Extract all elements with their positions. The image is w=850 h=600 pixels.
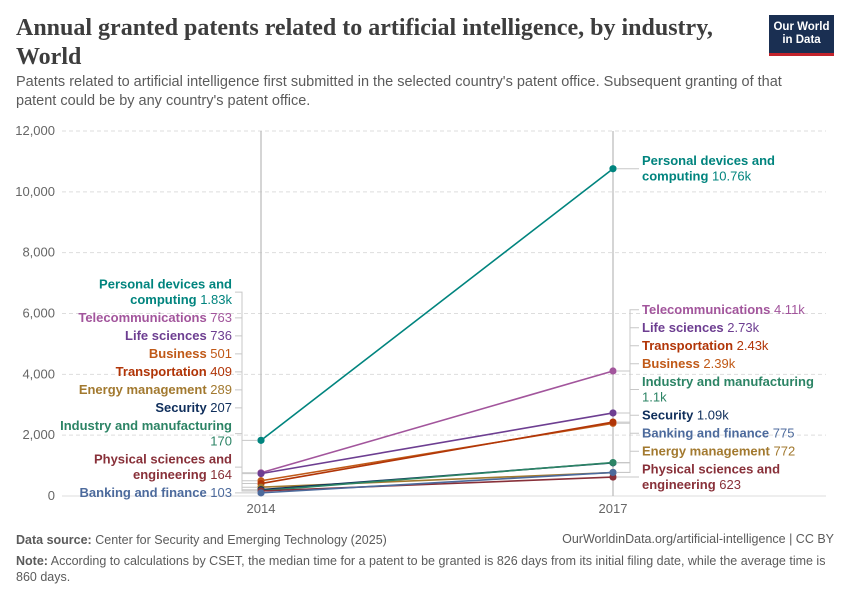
start-label: Telecommunications 763 [78, 310, 232, 325]
data-source-text: Center for Security and Emerging Technol… [95, 533, 387, 547]
x-tick-label: 2014 [247, 501, 276, 516]
slope-chart: 0 2,000 4,000 6,000 8,000 10,000 12,000 2014 201… [15, 123, 826, 516]
series-start-point [257, 489, 265, 497]
start-label: Personal devices and computing 1.83k [99, 277, 232, 308]
label-connector [235, 466, 257, 492]
owid-logo[interactable]: Our World in Data [769, 15, 834, 56]
label-connector [235, 317, 257, 474]
series-end-point [609, 165, 617, 173]
end-label: Physical sciences and engineering 623 [642, 462, 780, 493]
label-connector [235, 353, 257, 482]
label-connector [617, 363, 639, 424]
y-tick-label: 6,000 [22, 306, 55, 321]
series-start-point [257, 470, 265, 478]
chart-subtitle: Patents related to artificial intelligen… [16, 74, 782, 109]
end-label: Energy management 772 [642, 444, 795, 459]
start-label: Transportation 409 [116, 364, 232, 379]
series-lines [257, 165, 617, 497]
y-tick-label: 0 [48, 488, 55, 503]
end-label: Banking and finance 775 [642, 426, 794, 441]
series-line [260, 168, 614, 441]
start-label: Life sciences 736 [125, 328, 232, 343]
data-source: Data source: Center for Security and Eme… [16, 532, 387, 548]
start-label: Business 501 [149, 346, 232, 361]
logo-line-1: Our World [773, 21, 830, 33]
label-connector [235, 291, 257, 441]
series-end-point [609, 367, 617, 375]
y-tick-label: 8,000 [22, 245, 55, 260]
end-label: Personal devices and computing 10.76k [642, 153, 775, 184]
series-end-point [609, 409, 617, 417]
y-tick-label: 4,000 [22, 366, 55, 381]
label-connector [617, 345, 639, 423]
series-line [260, 471, 614, 494]
series-line [260, 370, 614, 474]
chart-title: Annual granted patents related to artifi… [16, 15, 713, 70]
y-tick-label: 10,000 [15, 184, 55, 199]
start-label: Energy management 289 [79, 382, 232, 397]
start-label: Banking and finance 103 [80, 485, 232, 500]
series-end-point [609, 458, 617, 467]
start-label: Industry and manufacturing 170 [60, 418, 232, 449]
series-labels: Personal devices and computing 1.83k Telec… [60, 153, 814, 500]
source-url[interactable]: OurWorldinData.org/artificial-intelligen… [562, 532, 834, 546]
note-label: Note: [16, 554, 48, 568]
series-end-point [609, 418, 617, 426]
label-connector [235, 335, 257, 475]
label-connector [617, 327, 639, 414]
y-tick-label: 12,000 [15, 123, 55, 138]
start-label: Physical sciences and engineering 164 [94, 452, 232, 483]
label-connector [235, 433, 257, 492]
end-label: Security 1.09k [642, 408, 729, 423]
grid-layer: 0 2,000 4,000 6,000 8,000 10,000 12,000 2014 201… [15, 123, 826, 516]
label-connectors [235, 168, 639, 494]
logo-line-2: in Data [782, 34, 821, 46]
data-source-label: Data source: [16, 533, 92, 547]
series-end-point [609, 468, 617, 477]
x-tick-label: 2017 [599, 501, 628, 516]
series-line [260, 461, 614, 492]
end-label: Telecommunications 4.11k [642, 302, 805, 317]
end-label: Transportation 2.43k [642, 338, 769, 353]
note-text: According to calculations by CSET, the m… [16, 554, 826, 584]
end-label: Business 2.39k [642, 356, 736, 371]
end-label: Life sciences 2.73k [642, 320, 760, 335]
label-connector [235, 407, 257, 491]
label-connector [617, 432, 639, 473]
series-line [260, 421, 614, 485]
label-connector [617, 309, 639, 372]
y-tick-label: 2,000 [22, 427, 55, 442]
end-label: Industry and manufacturing 1.1k [642, 374, 814, 405]
series-line [260, 412, 614, 475]
label-connector [617, 450, 639, 474]
start-label: Security 207 [155, 400, 232, 415]
series-start-point [257, 436, 265, 444]
note: Note: According to calculations by CSET,… [16, 553, 831, 585]
